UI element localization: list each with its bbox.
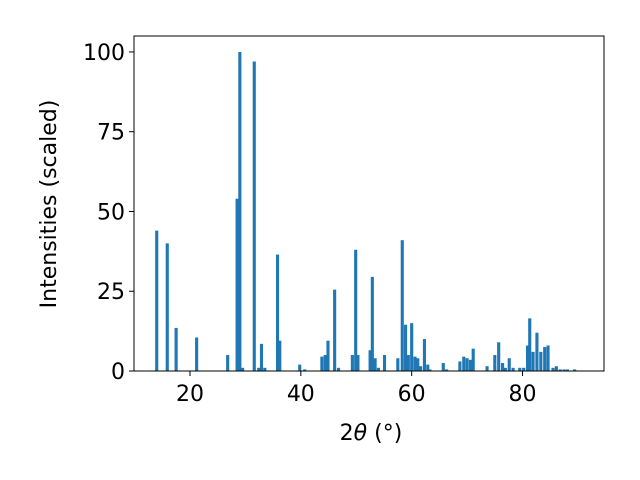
bar — [376, 367, 380, 371]
y-tick-label: 25 — [97, 280, 125, 305]
bar — [511, 367, 515, 371]
bar — [462, 356, 466, 371]
bar — [396, 358, 400, 371]
bar — [326, 340, 330, 371]
bar — [531, 351, 535, 371]
bar — [413, 356, 417, 371]
bar — [518, 367, 522, 371]
bar — [522, 367, 526, 371]
bar — [441, 363, 445, 371]
bar — [354, 249, 358, 371]
bar — [468, 359, 472, 371]
bar — [465, 358, 469, 371]
x-axis-label-suffix: (°) — [367, 421, 402, 446]
bar — [155, 230, 159, 371]
bars-group — [155, 51, 577, 372]
bar — [573, 369, 577, 371]
bar — [546, 345, 550, 371]
bar — [257, 367, 261, 371]
y-tick-label: 75 — [97, 121, 125, 146]
bar — [458, 361, 462, 371]
bar — [298, 364, 302, 371]
bar — [226, 355, 230, 371]
bar — [471, 348, 475, 371]
bar — [528, 318, 532, 371]
bar — [275, 254, 280, 371]
bar — [406, 355, 410, 371]
bar — [497, 342, 501, 371]
bar — [535, 332, 539, 371]
bar — [259, 343, 264, 371]
plot-frame — [133, 35, 605, 372]
bar — [356, 355, 360, 371]
bar — [558, 369, 562, 371]
bar — [400, 240, 404, 371]
y-axis: 0 25 50 75 100 — [83, 41, 134, 385]
bar — [554, 366, 558, 371]
bar — [562, 369, 566, 371]
bar — [416, 358, 420, 371]
bar — [252, 61, 256, 372]
bar — [565, 369, 569, 371]
bar — [507, 358, 511, 371]
bar — [373, 358, 377, 371]
bar — [241, 367, 245, 371]
bar — [303, 369, 307, 371]
bar — [551, 367, 555, 371]
y-tick-label: 100 — [83, 41, 125, 66]
bar — [195, 337, 199, 371]
x-tick-label: 40 — [287, 382, 315, 407]
bar — [501, 363, 505, 371]
bar — [445, 369, 449, 371]
bar — [485, 366, 489, 371]
y-tick-label: 50 — [97, 200, 125, 225]
bar — [493, 355, 497, 371]
bar — [525, 345, 530, 371]
bar — [235, 198, 239, 371]
bar — [278, 340, 282, 371]
bar — [428, 369, 432, 371]
x-tick-label: 80 — [509, 382, 537, 407]
x-axis-label: 2θ (°) — [340, 421, 403, 446]
x-axis-label-prefix: 2 — [340, 421, 354, 446]
x-tick-label: 20 — [176, 382, 204, 407]
bar — [333, 289, 337, 371]
bar — [368, 350, 372, 371]
x-tick-label: 60 — [398, 382, 426, 407]
bar — [426, 364, 430, 371]
bar — [323, 355, 327, 371]
bar — [370, 276, 374, 371]
x-axis: 20 40 60 80 — [176, 371, 537, 407]
bar — [418, 366, 423, 371]
bar — [543, 347, 547, 371]
bar — [539, 351, 543, 371]
bar — [238, 51, 242, 371]
x-axis-label-symbol: θ — [354, 421, 368, 446]
bar — [350, 355, 354, 371]
bar — [320, 356, 324, 371]
bar — [503, 367, 507, 371]
bar — [263, 367, 267, 371]
bar — [422, 339, 426, 371]
bar — [174, 327, 178, 371]
bar — [382, 355, 387, 371]
bar — [336, 367, 341, 371]
y-axis-label: Intensities (scaled) — [37, 100, 62, 309]
bar — [165, 243, 169, 371]
bar — [404, 324, 408, 371]
y-tick-label: 0 — [111, 360, 125, 385]
bar — [410, 323, 414, 371]
